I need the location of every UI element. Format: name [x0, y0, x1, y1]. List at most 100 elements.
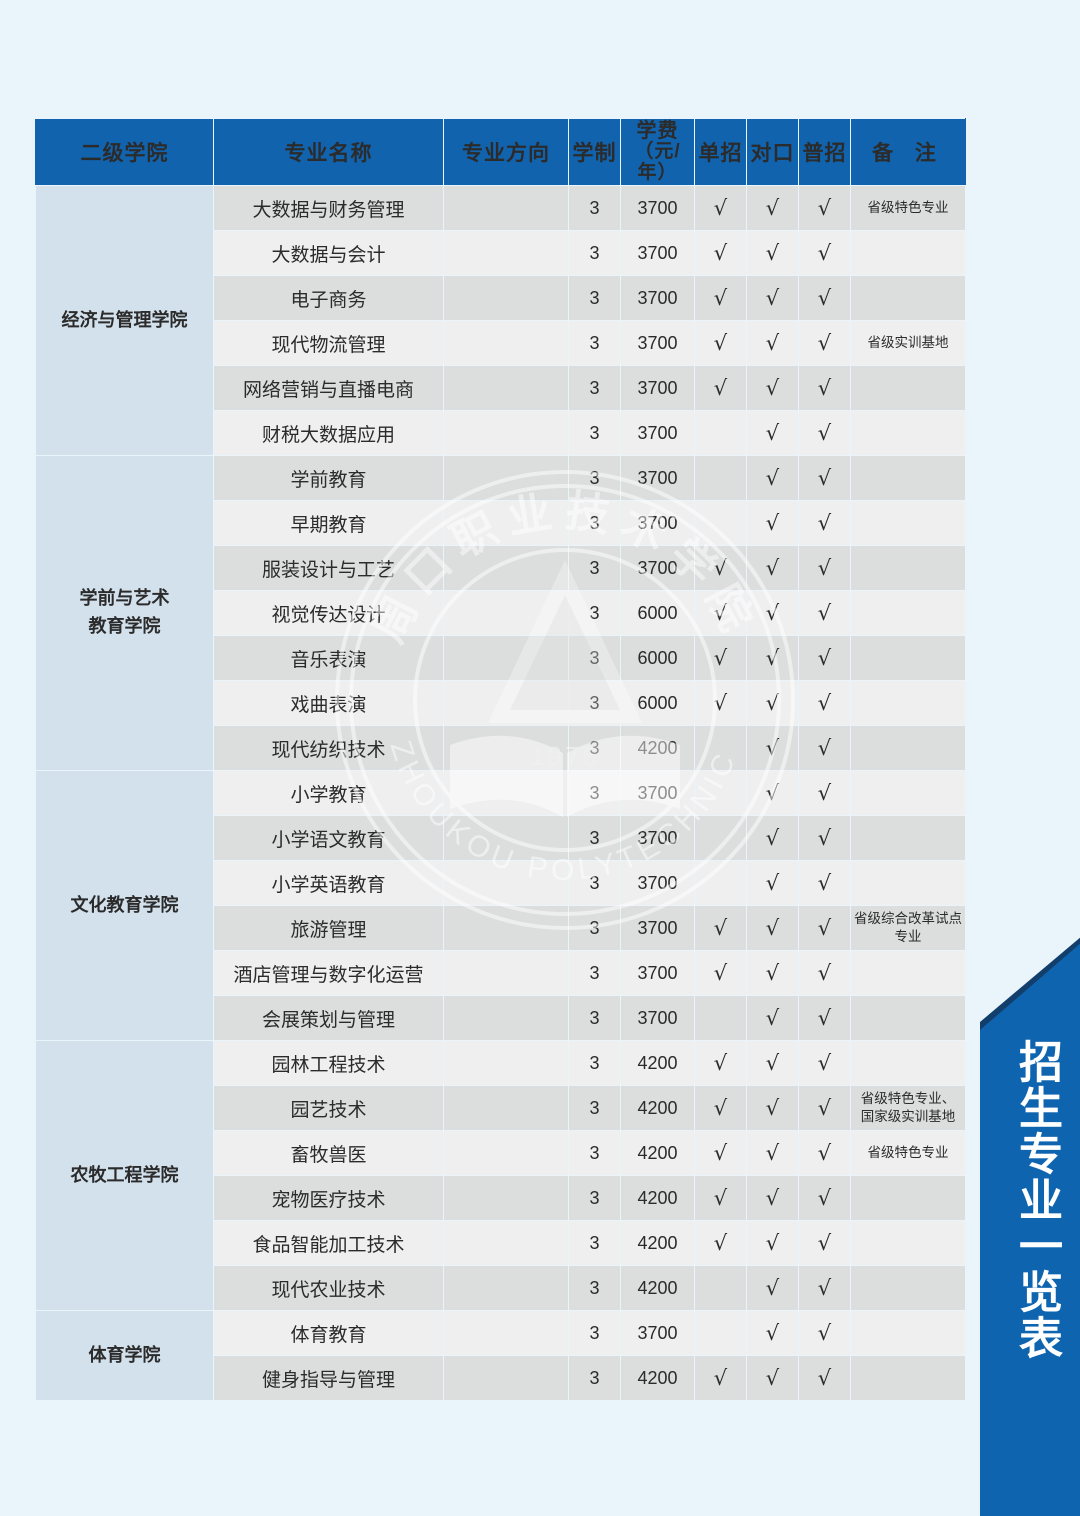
column-header-college: 二级学院 — [35, 118, 214, 186]
admission-puzhao-cell: √ — [798, 815, 851, 861]
major-direction-cell — [443, 545, 569, 591]
check-mark-icon: √ — [765, 825, 780, 850]
check-mark-icon: √ — [765, 735, 780, 760]
check-mark-icon: √ — [765, 915, 780, 940]
remark-cell — [850, 770, 966, 816]
admission-danzhao-cell — [694, 725, 747, 771]
admission-puzhao-cell: √ — [798, 410, 851, 456]
admission-duikou-cell: √ — [746, 680, 799, 726]
tuition-fee-cell: 3700 — [620, 950, 695, 996]
table-row: 学前与艺术 教育学院 学前教育 3 3700 √ √ — [35, 455, 966, 771]
check-mark-icon: √ — [817, 1140, 832, 1165]
check-mark-icon: √ — [713, 690, 728, 715]
check-mark-icon: √ — [817, 960, 832, 985]
major-name-cell: 小学英语教育 — [213, 860, 444, 906]
major-name-cell: 会展策划与管理 — [213, 995, 444, 1041]
admission-puzhao-cell: √ — [798, 770, 851, 816]
admission-puzhao-cell: √ — [798, 950, 851, 996]
admission-danzhao-cell: √ — [694, 680, 747, 726]
admission-danzhao-cell: √ — [694, 1130, 747, 1176]
admission-danzhao-cell — [694, 1265, 747, 1311]
admission-puzhao-cell: √ — [798, 365, 851, 411]
side-tab-panel[interactable] — [980, 942, 1080, 1516]
tuition-fee-cell: 4200 — [620, 1130, 695, 1176]
remark-cell — [850, 500, 966, 546]
major-direction-cell — [443, 1085, 569, 1131]
major-direction-cell — [443, 815, 569, 861]
table-row: 网络营销与直播电商 3 3700 √ √ √ — [36, 365, 966, 411]
check-mark-icon: √ — [817, 1365, 832, 1390]
check-mark-icon: √ — [713, 240, 728, 265]
check-mark-icon: √ — [817, 1185, 832, 1210]
tuition-fee-cell: 4200 — [620, 725, 695, 771]
check-mark-icon: √ — [817, 195, 832, 220]
check-mark-icon: √ — [713, 1365, 728, 1390]
study-years-cell: 3 — [568, 455, 621, 501]
check-mark-icon: √ — [817, 465, 832, 490]
admission-duikou-cell: √ — [746, 545, 799, 591]
remark-cell — [850, 1310, 966, 1356]
check-mark-icon: √ — [817, 420, 832, 445]
tuition-fee-cell: 4200 — [620, 1355, 695, 1401]
major-direction-cell — [443, 1220, 569, 1266]
admission-danzhao-cell — [694, 410, 747, 456]
check-mark-icon: √ — [713, 960, 728, 985]
admission-duikou-cell: √ — [746, 635, 799, 681]
remark-cell — [850, 1265, 966, 1311]
check-mark-icon: √ — [765, 1185, 780, 1210]
remark-cell: 省级特色专业 — [850, 185, 966, 231]
tuition-fee-cell: 4200 — [620, 1175, 695, 1221]
check-mark-icon: √ — [765, 1320, 780, 1345]
admission-duikou-cell: √ — [746, 230, 799, 276]
check-mark-icon: √ — [765, 1005, 780, 1030]
majors-table-container: 二级学院 专业名称 专业方向 学制 学费 （元/年） 单招 对口 普招 备 注 … — [35, 118, 966, 1401]
check-mark-icon: √ — [713, 375, 728, 400]
table-row: 旅游管理 3 3700 √ √ √ 省级综合改革试点专业 — [36, 905, 966, 951]
admission-danzhao-cell: √ — [694, 1040, 747, 1086]
tuition-fee-cell: 4200 — [620, 1085, 695, 1131]
study-years-cell: 3 — [568, 1085, 621, 1131]
major-name-cell: 服装设计与工艺 — [213, 545, 444, 591]
study-years-cell: 3 — [568, 1130, 621, 1176]
college-cell: 体育学院 — [35, 1310, 214, 1401]
check-mark-icon: √ — [765, 330, 780, 355]
study-years-cell: 3 — [568, 860, 621, 906]
remark-cell — [850, 1220, 966, 1266]
major-name-cell: 财税大数据应用 — [213, 410, 444, 456]
admission-duikou-cell: √ — [746, 1130, 799, 1176]
admission-puzhao-cell: √ — [798, 1355, 851, 1401]
admission-duikou-cell: √ — [746, 1355, 799, 1401]
major-direction-cell — [443, 770, 569, 816]
check-mark-icon: √ — [713, 285, 728, 310]
major-direction-cell — [443, 320, 569, 366]
tuition-fee-cell: 4200 — [620, 1220, 695, 1266]
major-direction-cell — [443, 1265, 569, 1311]
study-years-cell: 3 — [568, 500, 621, 546]
table-row: 会展策划与管理 3 3700 √ √ — [36, 995, 966, 1041]
tuition-fee-cell: 6000 — [620, 680, 695, 726]
admission-puzhao-cell: √ — [798, 1040, 851, 1086]
remark-cell: 省级综合改革试点专业 — [850, 905, 966, 951]
major-name-cell: 体育教育 — [213, 1310, 444, 1356]
admission-puzhao-cell: √ — [798, 905, 851, 951]
header-row: 二级学院 专业名称 专业方向 学制 学费 （元/年） 单招 对口 普招 备 注 — [35, 118, 966, 186]
remark-cell — [850, 1040, 966, 1086]
major-name-cell: 小学语文教育 — [213, 815, 444, 861]
check-mark-icon: √ — [817, 780, 832, 805]
tuition-fee-cell: 3700 — [620, 365, 695, 411]
check-mark-icon: √ — [713, 195, 728, 220]
table-row: 戏曲表演 3 6000 √ √ √ — [36, 680, 966, 726]
table-row: 电子商务 3 3700 √ √ √ — [36, 275, 966, 321]
study-years-cell: 3 — [568, 230, 621, 276]
admission-duikou-cell: √ — [746, 500, 799, 546]
study-years-cell: 3 — [568, 410, 621, 456]
major-name-cell: 学前教育 — [213, 455, 444, 501]
check-mark-icon: √ — [817, 375, 832, 400]
study-years-cell: 3 — [568, 590, 621, 636]
major-name-cell: 早期教育 — [213, 500, 444, 546]
remark-cell — [850, 725, 966, 771]
check-mark-icon: √ — [817, 915, 832, 940]
major-name-cell: 酒店管理与数字化运营 — [213, 950, 444, 996]
major-direction-cell — [443, 410, 569, 456]
tuition-fee-cell: 3700 — [620, 770, 695, 816]
